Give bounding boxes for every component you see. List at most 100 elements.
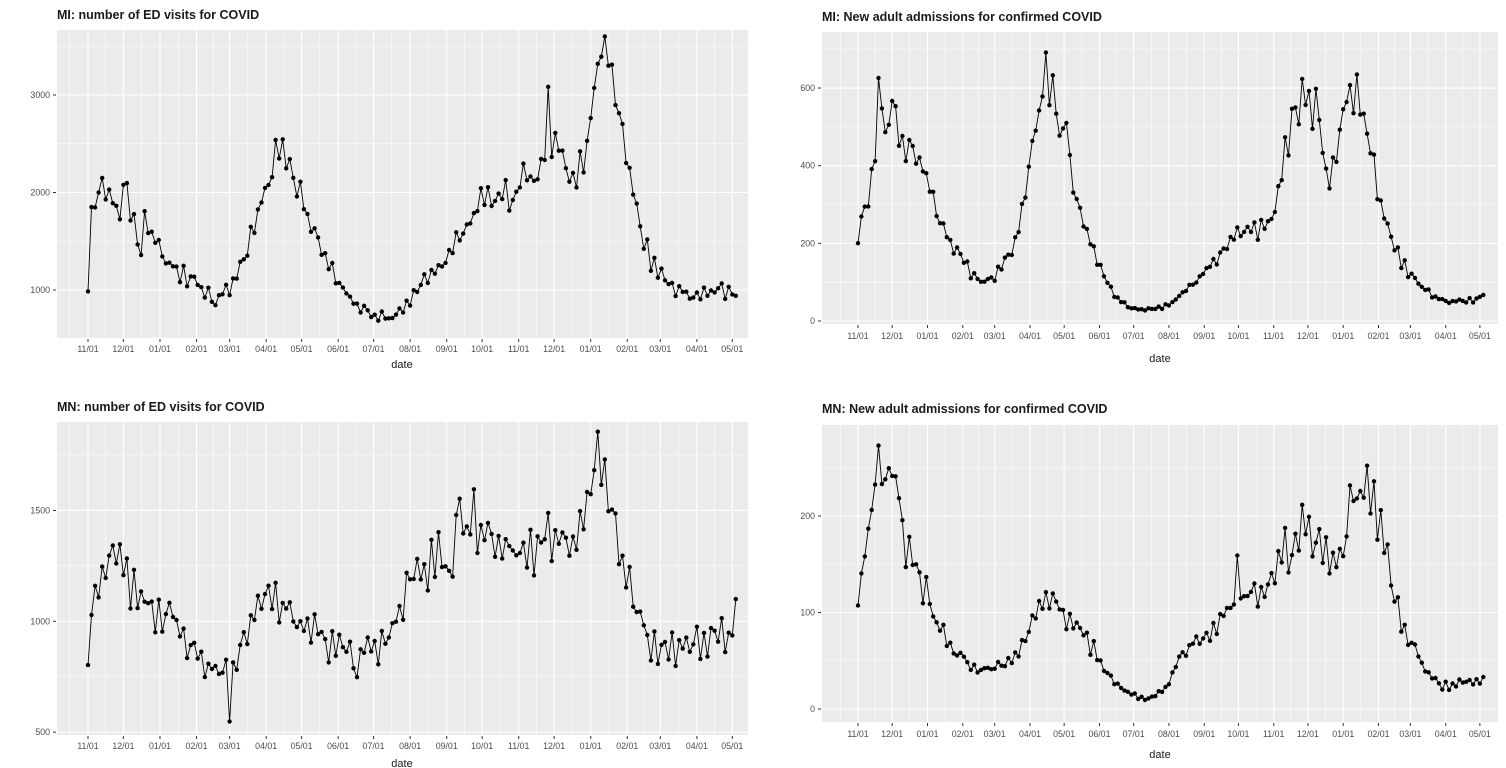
- x-axis-title: date: [1149, 353, 1170, 365]
- panel-mn-admissions: 11/01 12/01 01/01 02/01 03/01 04/01 05/01 06/01…: [800, 425, 1498, 739]
- chart-title: MI: number of ED visits for COVID: [57, 8, 259, 22]
- series-line: [857, 445, 1484, 701]
- x-tick-label: 10/01: [1227, 331, 1249, 341]
- x-tick-label: 09/01: [436, 741, 458, 751]
- chart-mn-ed-visits: 11/01 12/01 01/01 02/01 03/01 04/01 05/01 06/01…: [30, 400, 748, 768]
- x-tick-label: 07/01: [363, 344, 385, 354]
- x-axis-title: date: [1149, 749, 1170, 761]
- x-tick-label: 03/01: [649, 741, 671, 751]
- chart-mi-admissions: 11/01 12/01 01/01 02/01 03/01 04/01 05/01 06/01…: [800, 10, 1498, 365]
- gridlines: [822, 32, 1498, 324]
- x-tick-label: 04/01: [686, 344, 708, 354]
- data-series: [855, 443, 1486, 703]
- x-tick-label: 01/01: [580, 344, 602, 354]
- y-tick-label: 1000: [30, 285, 50, 295]
- x-tick-label: 01/01: [1332, 729, 1354, 739]
- panel-background: [822, 425, 1498, 722]
- x-tick-label: 02/01: [1368, 729, 1390, 739]
- x-tick-label: 05/01: [1053, 331, 1075, 341]
- panel-background: [57, 422, 748, 735]
- x-tick-label: 12/01: [543, 344, 565, 354]
- x-tick-label: 12/01: [112, 741, 134, 751]
- x-tick-label: 06/01: [327, 344, 349, 354]
- x-tick-label: 03/01: [1399, 729, 1421, 739]
- x-tick-label: 02/01: [616, 344, 638, 354]
- x-tick-label: 04/01: [1019, 729, 1041, 739]
- x-tick-label: 11/01: [847, 729, 868, 739]
- x-tick-label: 06/01: [1088, 331, 1110, 341]
- y-tick-label: 100: [800, 608, 815, 618]
- panel-mn-ed-visits: 11/01 12/01 01/01 02/01 03/01 04/01 05/01 06/01…: [30, 422, 748, 751]
- x-tick-label: 02/01: [952, 729, 974, 739]
- y-tick-label: 3000: [30, 90, 50, 100]
- series-points: [85, 429, 738, 724]
- x-tick-label: 08/01: [1158, 729, 1180, 739]
- series-points: [855, 443, 1486, 703]
- axis-ticks-and-labels: 11/01 12/01 01/01 02/01 03/01 04/01 05/01 06/01…: [800, 83, 1491, 341]
- x-tick-label: 03/01: [1399, 331, 1421, 341]
- x-tick-label: 12/01: [1297, 729, 1319, 739]
- x-tick-label: 11/01: [847, 331, 868, 341]
- axis-ticks-and-labels: 11/01 12/01 01/01 02/01 03/01 04/01 05/01 06/01…: [30, 505, 743, 751]
- x-tick-label: 12/01: [112, 344, 134, 354]
- x-tick-label: 05/01: [721, 741, 743, 751]
- x-tick-label: 12/01: [881, 729, 903, 739]
- x-tick-label: 05/01: [721, 344, 743, 354]
- data-series: [85, 429, 738, 724]
- x-tick-label: 11/01: [77, 344, 98, 354]
- axis-ticks-and-labels: 11/01 12/01 01/01 02/01 03/01 04/01 05/01 06/01…: [30, 90, 743, 354]
- x-tick-label: 07/01: [1123, 729, 1145, 739]
- x-tick-label: 08/01: [1158, 331, 1180, 341]
- x-tick-label: 01/01: [1332, 331, 1354, 341]
- x-tick-label: 05/01: [1469, 331, 1491, 341]
- x-tick-label: 02/01: [186, 741, 208, 751]
- panel-mi-ed-visits: 11/01 12/01 01/01 02/01 03/01 04/01 05/01 06/01…: [30, 30, 748, 354]
- x-tick-label: 05/01: [1053, 729, 1075, 739]
- x-tick-label: 11/01: [77, 741, 98, 751]
- series-line: [87, 36, 736, 322]
- x-tick-label: 06/01: [327, 741, 349, 751]
- x-tick-label: 08/01: [399, 344, 421, 354]
- y-tick-label: 600: [800, 83, 815, 93]
- x-tick-label: 01/01: [149, 344, 171, 354]
- x-tick-label: 06/01: [1088, 729, 1110, 739]
- data-series: [85, 34, 738, 323]
- x-tick-label: 02/01: [186, 344, 208, 354]
- series-points: [85, 34, 738, 323]
- x-tick-label: 11/01: [1263, 729, 1284, 739]
- x-tick-label: 03/01: [649, 344, 671, 354]
- chart-title: MN: number of ED visits for COVID: [57, 400, 265, 414]
- x-tick-label: 11/01: [1263, 331, 1284, 341]
- panel-mi-admissions: 11/01 12/01 01/01 02/01 03/01 04/01 05/01 06/01…: [800, 32, 1498, 341]
- x-tick-label: 09/01: [1193, 331, 1215, 341]
- panel-background: [822, 32, 1498, 324]
- x-tick-label: 07/01: [1123, 331, 1145, 341]
- x-tick-label: 10/01: [1227, 729, 1249, 739]
- x-tick-label: 04/01: [1019, 331, 1041, 341]
- x-tick-label: 05/01: [1469, 729, 1491, 739]
- x-tick-label: 03/01: [984, 729, 1006, 739]
- x-tick-label: 04/01: [1435, 729, 1457, 739]
- gridlines: [57, 422, 748, 735]
- y-tick-label: 500: [35, 727, 50, 737]
- x-tick-label: 09/01: [436, 344, 458, 354]
- chart-title: MN: New adult admissions for confirmed C…: [822, 402, 1107, 416]
- x-tick-label: 03/01: [984, 331, 1006, 341]
- x-axis-title: date: [391, 758, 412, 768]
- x-tick-label: 01/01: [916, 331, 938, 341]
- y-tick-label: 400: [800, 161, 815, 171]
- series-points: [855, 50, 1486, 313]
- y-tick-label: 2000: [30, 188, 50, 198]
- x-tick-label: 02/01: [616, 741, 638, 751]
- x-tick-label: 04/01: [255, 741, 277, 751]
- x-axis-title: date: [391, 359, 412, 371]
- x-tick-label: 05/01: [291, 344, 313, 354]
- chart-mn-admissions: 11/01 12/01 01/01 02/01 03/01 04/01 05/01 06/01…: [800, 402, 1498, 761]
- x-tick-label: 05/01: [291, 741, 313, 751]
- x-tick-label: 10/01: [471, 344, 493, 354]
- y-tick-label: 1500: [30, 505, 50, 515]
- x-tick-label: 07/01: [363, 741, 385, 751]
- x-tick-label: 02/01: [1368, 331, 1390, 341]
- gridlines: [822, 425, 1498, 722]
